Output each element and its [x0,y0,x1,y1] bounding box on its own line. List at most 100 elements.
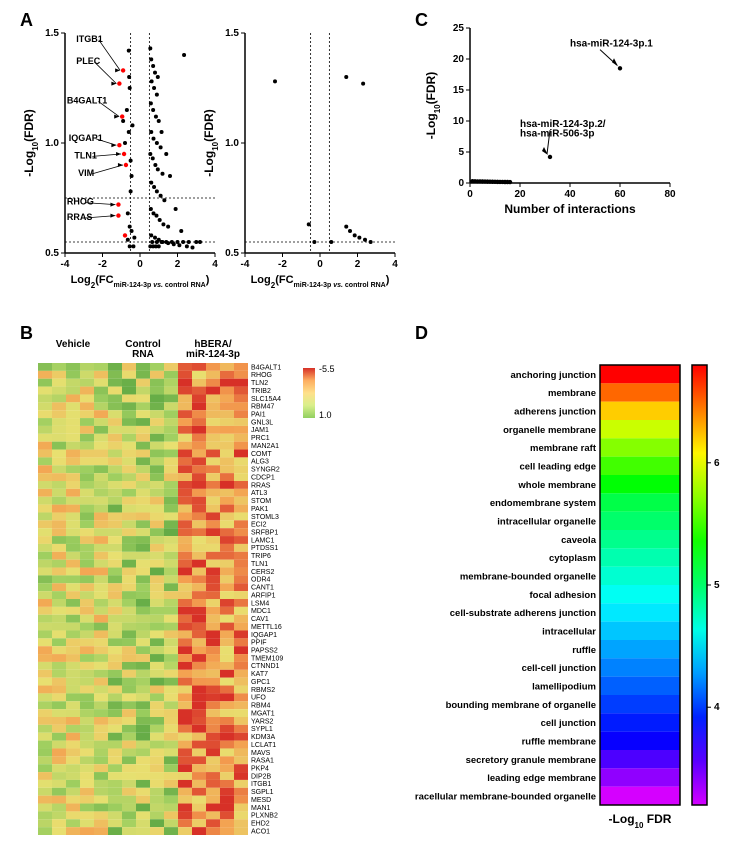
svg-text:1.5: 1.5 [45,28,59,39]
svg-text:RRAS: RRAS [251,482,271,489]
svg-text:VIM: VIM [78,168,94,178]
panel-d-enrichment: anchoring junctionmembraneadherens junct… [415,340,725,850]
svg-text:organelle membrane: organelle membrane [503,425,596,436]
svg-text:40: 40 [564,189,576,200]
panel-a-volcano: -4-20240.51.01.5ITGB1PLECB4GALT1IQGAP1TL… [10,18,410,318]
svg-text:PAK1: PAK1 [251,506,268,513]
svg-text:CTNND1: CTNND1 [251,663,279,670]
svg-text:0: 0 [467,189,473,200]
svg-text:TLN1: TLN1 [251,561,268,568]
svg-text:SYNGR2: SYNGR2 [251,467,280,474]
svg-text:EHD2: EHD2 [251,821,270,828]
svg-text:intracellular: intracellular [542,627,596,638]
svg-text:4: 4 [392,259,398,270]
svg-text:cell-cell junction: cell-cell junction [522,663,597,674]
svg-text:cell junction: cell junction [541,718,597,729]
svg-text:1.5: 1.5 [225,28,239,39]
svg-text:5: 5 [714,580,720,591]
svg-text:TLN2: TLN2 [251,380,268,387]
svg-text:TRIP6: TRIP6 [251,553,271,560]
svg-text:CAV1: CAV1 [251,616,269,623]
svg-text:MAN1: MAN1 [251,805,271,812]
svg-text:PAI1: PAI1 [251,411,266,418]
svg-text:SRFBP1: SRFBP1 [251,529,278,536]
svg-text:secretory granule membrane: secretory granule membrane [466,755,596,766]
svg-text:ruffle membrane: ruffle membrane [522,737,596,748]
svg-text:Log2(FCmiR-124-3p vs. control: Log2(FCmiR-124-3p vs. control RNA) [251,274,390,290]
svg-text:leading edge membrane: leading edge membrane [487,773,596,784]
svg-text:RBM4: RBM4 [251,703,271,710]
svg-text:Log2(FCmiR-124-3p vs. control: Log2(FCmiR-124-3p vs. control RNA) [71,274,210,290]
svg-text:ruffle: ruffle [572,645,596,656]
svg-text:RHOG: RHOG [251,372,272,379]
svg-text:2: 2 [175,259,181,270]
svg-text:SLC15A4: SLC15A4 [251,396,281,403]
svg-text:LAMC1: LAMC1 [251,537,274,544]
svg-text:-Log10(FDR): -Log10(FDR) [22,109,40,177]
svg-text:-Log10 FDR: -Log10 FDR [609,812,672,830]
svg-text:JAM1: JAM1 [251,427,269,434]
svg-text:-4: -4 [241,259,250,270]
svg-text:LSM4: LSM4 [251,600,269,607]
panel-b-heatmap: B4GALT1RHOGTLN2TRIB2SLC15A4RBM47PAI1GNL3… [10,335,410,855]
svg-text:TLN1: TLN1 [74,150,97,160]
svg-text:-2: -2 [278,259,287,270]
svg-text:PRC1: PRC1 [251,435,270,442]
svg-text:1.0: 1.0 [45,138,59,149]
svg-text:IQGAP1: IQGAP1 [251,632,277,639]
svg-text:-Log10(FDR): -Log10(FDR) [424,72,442,140]
svg-text:MAVS: MAVS [251,750,271,757]
svg-text:membrane raft: membrane raft [530,443,597,454]
svg-text:hsa-miR-124-3p.1: hsa-miR-124-3p.1 [570,39,653,50]
svg-text:DIP2B: DIP2B [251,773,272,780]
svg-text:0: 0 [317,259,323,270]
svg-text:CERS2: CERS2 [251,569,274,576]
svg-text:caveola: caveola [561,535,597,546]
svg-text:ITGB1: ITGB1 [251,781,271,788]
svg-text:RHOG: RHOG [67,197,94,207]
svg-text:PTDSS1: PTDSS1 [251,545,278,552]
svg-text:0.5: 0.5 [225,248,239,259]
svg-text:15: 15 [453,85,465,96]
svg-text:KAT7: KAT7 [251,671,268,678]
svg-text:ARFIP1: ARFIP1 [251,592,276,599]
svg-text:B4GALT1: B4GALT1 [251,364,281,371]
svg-text:Vehicle: Vehicle [56,339,91,350]
svg-text:endomembrane system: endomembrane system [490,498,596,509]
svg-text:UFO: UFO [251,695,266,702]
svg-text:-5.5: -5.5 [319,364,335,374]
svg-text:intracellular organelle: intracellular organelle [497,517,596,528]
svg-text:anchoring junction: anchoring junction [511,370,597,381]
svg-text:ALG3: ALG3 [251,459,269,466]
svg-text:1.0: 1.0 [319,410,332,420]
svg-text:MESD: MESD [251,797,271,804]
svg-text:YARS2: YARS2 [251,718,274,725]
svg-text:ODR4: ODR4 [251,577,271,584]
svg-text:PAPSS2: PAPSS2 [251,647,278,654]
svg-text:25: 25 [453,23,465,34]
svg-text:ACO1: ACO1 [251,828,270,835]
panel-c-scatter: 0204060800510152025hsa-miR-124-3p.1hsa-m… [415,18,725,218]
svg-text:intracellular membrane-bounded: intracellular membrane-bounded organelle [415,792,596,803]
svg-text:4: 4 [714,702,720,713]
svg-text:4: 4 [212,259,218,270]
svg-text:adherens junction: adherens junction [514,407,596,418]
svg-text:STOM: STOM [251,498,271,505]
svg-text:whole membrane: whole membrane [517,480,596,491]
svg-text:LCLAT1: LCLAT1 [251,742,276,749]
svg-text:-4: -4 [61,259,70,270]
svg-text:RBM47: RBM47 [251,404,274,411]
svg-text:60: 60 [614,189,626,200]
svg-text:0: 0 [137,259,143,270]
svg-text:RNA: RNA [132,349,154,360]
svg-text:Number of interactions: Number of interactions [504,202,636,216]
svg-text:MGAT1: MGAT1 [251,710,275,717]
svg-text:hsa-miR-506-3p: hsa-miR-506-3p [520,129,594,140]
svg-text:80: 80 [664,189,676,200]
svg-text:GPC1: GPC1 [251,679,270,686]
svg-text:10: 10 [453,116,465,127]
svg-text:PLXNB2: PLXNB2 [251,813,278,820]
svg-text:ITGB1: ITGB1 [76,34,103,44]
svg-text:0: 0 [458,178,464,189]
svg-text:MDC1: MDC1 [251,608,271,615]
